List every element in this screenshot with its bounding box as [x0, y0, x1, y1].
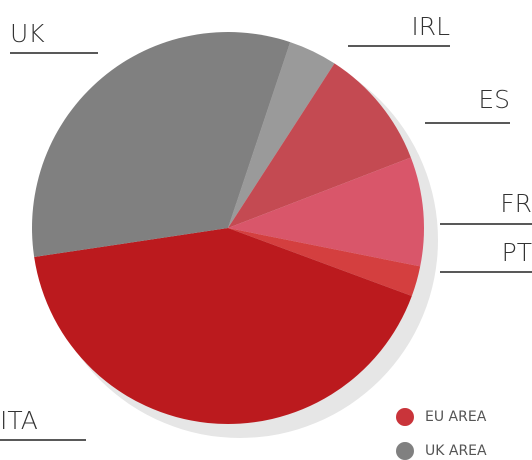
slice-label: PT	[502, 238, 532, 267]
slice-label: IRL	[411, 12, 450, 41]
pie-slice	[32, 31, 291, 257]
legend-swatch	[396, 442, 414, 460]
pie-slice	[228, 157, 424, 267]
slice-label: ES	[478, 85, 510, 114]
legend-label: UK AREA	[425, 443, 487, 459]
slice-label: ITA	[0, 406, 38, 435]
pie-slice	[228, 63, 411, 228]
pie-slice	[34, 228, 412, 424]
legend-label: EU AREA	[425, 409, 487, 425]
pie-slice	[228, 42, 335, 228]
slice-label: FR	[500, 189, 532, 218]
legend-swatch	[396, 408, 414, 426]
slice-label: UK	[10, 19, 45, 48]
pie-slice	[228, 228, 421, 296]
